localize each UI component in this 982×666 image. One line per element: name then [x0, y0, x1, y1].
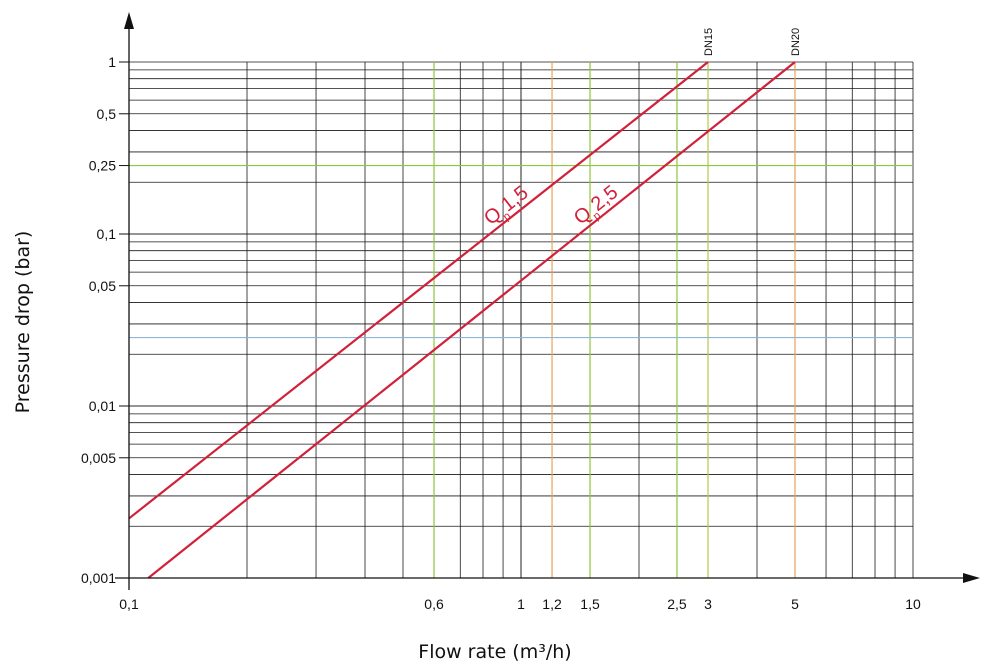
x-axis-arrow	[963, 573, 980, 583]
x-tick-label: 3	[704, 596, 712, 612]
y-axis-title: Pressure drop (bar)	[12, 231, 34, 414]
y-tick-label: 0,25	[89, 158, 116, 174]
dn-label: DN15	[703, 28, 715, 56]
dn-labels: DN15 DN20	[703, 28, 802, 56]
tick-labels: 0,1 0,6 1 1,2 1,5 2,5 3 5 10 0,001 0,005 0,01 0,05 0,…	[81, 54, 921, 612]
series-label: Qp2,5	[570, 181, 625, 232]
x-tick-label: 10	[905, 596, 921, 612]
x-tick-label: 2,5	[667, 596, 687, 612]
y-axis-arrow	[124, 12, 134, 29]
y-tick-label: 0,05	[89, 278, 116, 294]
y-tick-label: 0,01	[89, 398, 116, 414]
series-lines	[128, 61, 796, 579]
x-axis-title: Flow rate (m³/h)	[418, 641, 571, 663]
x-tick-label: 1,5	[580, 596, 600, 612]
x-tick-label: 1	[517, 596, 525, 612]
series-label-value: 2,5	[587, 181, 622, 216]
series-label-text: Qp1,5	[480, 182, 535, 233]
x-tick-label: 0,6	[424, 596, 444, 612]
highlight-gridlines	[129, 62, 913, 578]
series-label-text: Qp2,5	[570, 181, 625, 232]
y-tick-label: 0,5	[97, 106, 117, 122]
y-tick-label: 1	[108, 54, 116, 70]
x-tick-label: 1,2	[542, 596, 562, 612]
axes	[115, 12, 980, 590]
y-tick-label: 0,001	[81, 570, 116, 586]
y-tick-label: 0,005	[81, 450, 116, 466]
series-label-value: 1,5	[497, 182, 532, 216]
x-tick-label: 0,1	[119, 596, 139, 612]
series-label: Qp1,5	[480, 182, 535, 233]
series-line	[147, 61, 796, 579]
y-tick-label: 0,1	[97, 226, 117, 242]
dn-label: DN20	[790, 28, 802, 56]
series-line	[128, 61, 709, 520]
x-tick-label: 5	[791, 596, 799, 612]
